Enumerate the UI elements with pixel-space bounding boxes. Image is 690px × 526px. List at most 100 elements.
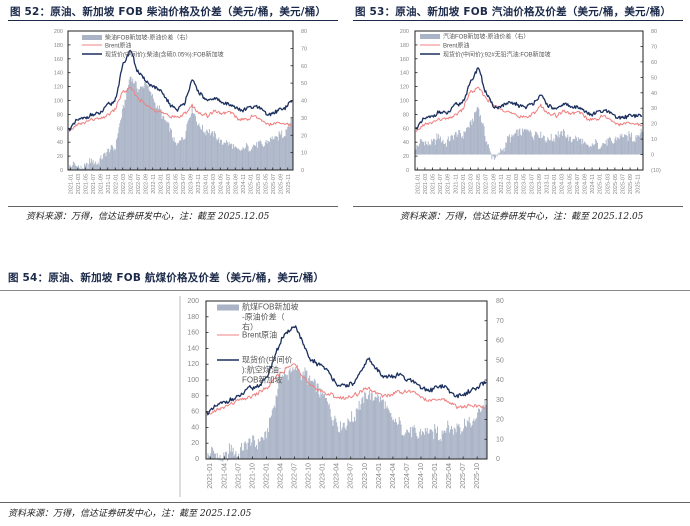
right-axis-tick-label: 60 xyxy=(496,338,504,345)
figure-52-chart: 0 20 40 60 80 100 120 140 160 180 200 0 10 20 30 40 50 60… xyxy=(54,29,307,194)
x-axis-tick-label: 2021-03 xyxy=(423,174,429,194)
x-axis-tick-label: 2023-03 xyxy=(514,174,520,194)
figure-52-title: 图 52：原油、新加坡 FOB 柴油价格及价差（美元/桶，美元/桶） xyxy=(10,6,327,18)
right-axis-tick-label: 0 xyxy=(496,456,500,463)
brent-line-series xyxy=(68,86,293,132)
x-axis-tick-label: 2021-01 xyxy=(68,174,74,194)
legend-label: Brent原油 xyxy=(105,42,131,50)
legend-label: 右） xyxy=(242,322,258,332)
figure-53-chart: 0 20 40 60 80 100 120 140 160 180 200 (10) 0 10 20 30 40… xyxy=(400,29,661,194)
x-axis-tick-label: 2022-01 xyxy=(263,463,270,489)
x-axis-tick-label: 2022-11 xyxy=(499,174,505,194)
x-axis-tick-label: 2025-09 xyxy=(628,174,634,194)
x-axis-tick-label: 2025-07 xyxy=(620,174,626,194)
x-axis-tick-label: 2021-11 xyxy=(106,174,112,194)
right-axis-tick-label: (10) xyxy=(651,168,661,174)
x-axis-tick-label: 2023-01 xyxy=(320,463,327,489)
x-axis-tick-label: 2023-01 xyxy=(506,174,512,194)
figure-53-source-rule xyxy=(353,206,683,207)
right-axis-tick-label: 70 xyxy=(651,44,657,50)
brent-line-series xyxy=(415,86,643,132)
legend-label: 柴油FOB新加坡-原油价差（右） xyxy=(105,34,191,42)
x-axis-tick-label: 2021-09 xyxy=(98,174,104,194)
right-axis-tick-label: 40 xyxy=(496,377,504,384)
left-axis-tick-label: 140 xyxy=(54,71,63,77)
left-axis-tick-label: 200 xyxy=(187,298,199,305)
left-axis-tick-label: 80 xyxy=(191,393,199,400)
x-axis-tick-label: 2023-04 xyxy=(334,463,341,489)
x-axis-tick-label: 2021-05 xyxy=(430,174,436,194)
legend-swatch-spread xyxy=(420,34,440,39)
x-axis-tick-label: 2025-04 xyxy=(446,463,453,489)
legend-label: 航煤FOB新加坡 xyxy=(242,302,298,312)
right-axis-tick-label: 60 xyxy=(651,60,657,66)
x-axis-tick-label: 2025-11 xyxy=(636,174,642,194)
spread-area-series xyxy=(68,76,293,170)
x-axis-tick-label: 2025-03 xyxy=(605,174,611,194)
chart-legend: 汽油FOB新加坡-原油价差（右）Brent原油现货价(中间价):92#无铅汽油:… xyxy=(420,33,551,59)
left-axis-tick-label: 60 xyxy=(403,126,409,132)
right-axis-tick-label: 0 xyxy=(651,153,654,159)
x-axis-tick-label: 2024-09 xyxy=(233,174,239,194)
figure-54-title-rule xyxy=(0,290,690,291)
x-axis-tick-label: 2022-09 xyxy=(143,174,149,194)
left-axis-tick-label: 40 xyxy=(403,140,409,146)
x-axis-tick-label: 2022-07 xyxy=(484,174,490,194)
right-axis-tick-label: 40 xyxy=(651,91,657,97)
x-axis-tick-label: 2025-05 xyxy=(263,174,269,194)
right-axis-tick-label: 30 xyxy=(301,116,307,122)
right-axis-tick-label: 50 xyxy=(301,81,307,87)
chart-legend: 航煤FOB新加坡-原油价差（右）Brent原油现货价(中间价):航空煤油:FOB… xyxy=(217,302,298,385)
x-axis-tick-label: 2024-03 xyxy=(211,174,217,194)
left-axis-tick-label: 100 xyxy=(400,99,409,105)
x-axis-tick-label: 2022-10 xyxy=(306,463,313,489)
product-price-line-series xyxy=(68,49,293,132)
x-axis-tick-label: 2024-11 xyxy=(590,174,596,194)
product-price-line-series xyxy=(415,67,643,130)
legend-label: 现货价(中间价):柴油(含硫0.05%):FOB新加坡 xyxy=(105,51,224,59)
x-axis-tick-label: 2023-07 xyxy=(529,174,535,194)
right-axis-tick-label: 70 xyxy=(496,318,504,325)
figure-53-title-rule xyxy=(353,20,683,21)
x-axis-tick-label: 2024-04 xyxy=(390,463,397,489)
x-axis-tick-label: 2021-01 xyxy=(415,174,421,194)
x-axis-tick-label: 2023-05 xyxy=(173,174,179,194)
figure-54-source-rule xyxy=(0,502,690,503)
x-axis-tick-label: 2021-07 xyxy=(438,174,444,194)
x-axis-tick-label: 2024-05 xyxy=(567,174,573,194)
x-axis-tick-label: 2025-07 xyxy=(271,174,277,194)
x-axis-tick-label: 2023-01 xyxy=(158,174,164,194)
x-axis-tick-label: 2022-03 xyxy=(121,174,127,194)
x-axis-tick-label: 2024-05 xyxy=(218,174,224,194)
x-axis-tick-label: 2023-11 xyxy=(196,174,202,194)
right-axis-tick-label: 50 xyxy=(496,357,504,364)
product-price-line-series xyxy=(206,325,487,416)
legend-label: ):航空煤油: xyxy=(242,365,281,375)
x-axis-tick-label: 2021-05 xyxy=(83,174,89,194)
x-axis-tick-label: 2023-05 xyxy=(522,174,528,194)
legend-label: FOB新加坡 xyxy=(242,375,282,385)
right-axis-tick-label: 30 xyxy=(496,397,504,404)
right-axis-tick-label: 60 xyxy=(301,64,307,70)
x-axis-tick-label: 2024-11 xyxy=(241,174,247,194)
left-axis-tick-label: 20 xyxy=(191,440,199,447)
left-axis-tick-label: 60 xyxy=(191,409,199,416)
x-axis-tick-label: 2025-05 xyxy=(613,174,619,194)
brent-line-series xyxy=(206,363,487,416)
left-axis-tick-label: 0 xyxy=(406,168,409,174)
x-axis-tick-label: 2022-01 xyxy=(113,174,119,194)
x-axis-tick-label: 2021-07 xyxy=(235,463,242,489)
left-axis-tick-label: 40 xyxy=(57,140,63,146)
legend-swatch-spread xyxy=(217,304,239,311)
right-axis-tick-label: 20 xyxy=(301,133,307,139)
x-axis-tick-label: 2023-10 xyxy=(362,463,369,489)
x-axis-tick-label: 2025-09 xyxy=(278,174,284,194)
x-axis-tick-label: 2022-03 xyxy=(468,174,474,194)
left-axis-tick-label: 80 xyxy=(57,112,63,118)
left-axis-tick-label: 180 xyxy=(187,314,199,321)
left-axis-tick-label: 120 xyxy=(187,361,199,368)
right-axis-tick-label: 80 xyxy=(496,298,504,305)
x-axis-tick-label: 2025-03 xyxy=(256,174,262,194)
x-axis-tick-label: 2022-07 xyxy=(292,463,299,489)
right-axis-tick-label: 10 xyxy=(496,436,504,443)
